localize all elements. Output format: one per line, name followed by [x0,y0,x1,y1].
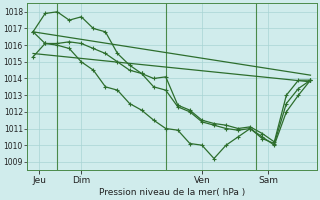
X-axis label: Pression niveau de la mer( hPa ): Pression niveau de la mer( hPa ) [99,188,245,197]
